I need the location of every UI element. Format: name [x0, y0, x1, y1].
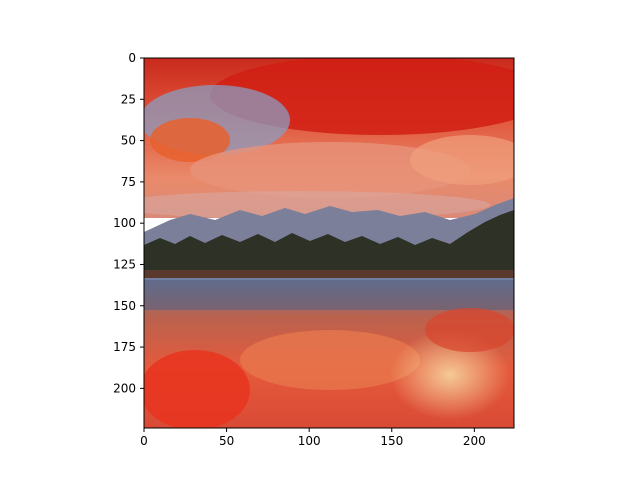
y-tick-label: 100: [113, 216, 136, 230]
y-tick-label: 175: [113, 340, 136, 354]
y-tick-label: 50: [121, 134, 136, 148]
red-reflection-right: [425, 308, 514, 352]
x-tick-label: 150: [380, 434, 403, 448]
y-axis: 0 25 50 75 100 125 150 175 200: [113, 51, 144, 395]
red-reflection-left: [144, 350, 250, 428]
x-tick-label: 200: [463, 434, 486, 448]
y-tick-label: 125: [113, 257, 136, 271]
orange-reflection: [240, 330, 420, 390]
pink-cloud: [190, 142, 470, 198]
treeline: [144, 210, 514, 275]
axes-image: [144, 58, 514, 428]
tree-reflection: [144, 280, 514, 310]
shoreline: [144, 270, 514, 278]
orange-cloud: [150, 118, 230, 162]
y-tick-label: 75: [121, 175, 136, 189]
x-axis: 0 50 100 150 200: [140, 428, 486, 448]
x-tick-label: 100: [298, 434, 321, 448]
x-tick-label: 0: [140, 434, 148, 448]
haze-band: [144, 191, 490, 219]
y-tick-label: 0: [128, 51, 136, 65]
peach-cloud: [410, 135, 514, 185]
y-tick-label: 150: [113, 299, 136, 313]
y-tick-label: 25: [121, 92, 136, 106]
x-tick-label: 50: [219, 434, 234, 448]
y-tick-label: 200: [113, 381, 136, 395]
water-glow: [390, 330, 510, 420]
axes-frame: [143, 57, 515, 429]
